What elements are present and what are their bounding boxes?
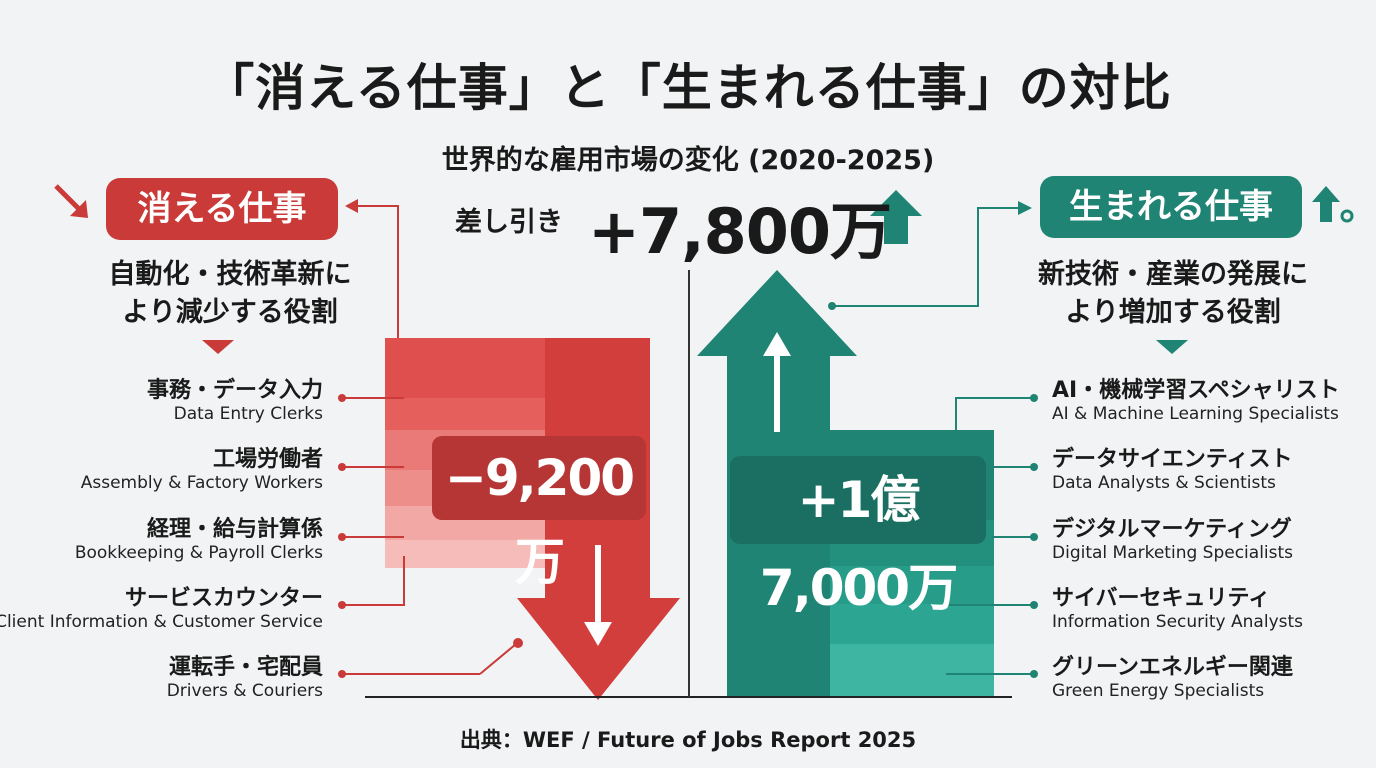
losing-item-en: Client Information & Customer Service [0, 612, 323, 632]
lose-heading-connector-head [345, 199, 358, 213]
growing-segment [830, 604, 994, 644]
losing-item-jp: 運転手・宅配員 [168, 655, 323, 680]
losing-segment [385, 540, 545, 568]
growing-description-line: より増加する役割 [1065, 297, 1281, 328]
losing-item: 工場労働者 Assembly & Factory Workers [81, 441, 323, 493]
growing-item: グリーンエネルギー関連 Green Energy Specialists [1052, 649, 1293, 701]
net-up-arrow-icon [870, 190, 922, 244]
losing-item: 経理・給与計算係 Bookkeeping & Payroll Clerks [75, 511, 323, 563]
growing-item: AI・機械学習スペシャリスト AI & Machine Learning Spe… [1052, 372, 1340, 424]
losing-item: サービスカウンター Client Information & Customer … [0, 580, 323, 632]
growing-item-en: Digital Marketing Specialists [1052, 543, 1294, 563]
losing-item-jp: サービスカウンター [124, 586, 323, 611]
gain-heading-connector-head [1018, 201, 1032, 215]
growing-item-jp: サイバーセキュリティ [1052, 586, 1271, 611]
page-title: 「消える仕事」と「生まれる仕事」の対比 [204, 59, 1172, 117]
net-value: +7,800万 [588, 195, 892, 268]
growing-total-label: +1億7,000万 [730, 456, 986, 617]
growing-item-jp: AI・機械学習スペシャリスト [1052, 378, 1340, 403]
losing-item: 事務・データ入力 Data Entry Clerks [147, 372, 323, 424]
losing-item-jp: 工場労働者 [212, 447, 323, 472]
left-leaders [338, 394, 523, 678]
losing-description: 自動化・技術革新に より減少する役割 [60, 256, 400, 332]
source-note: 出典：WEF / Future of Jobs Report 2025 [459, 728, 917, 752]
up-growth-icon [1312, 186, 1354, 223]
net-label: 差し引き [455, 207, 563, 238]
losing-item-en: Assembly & Factory Workers [80, 473, 323, 493]
losing-segment [385, 398, 545, 430]
losing-description-line: 自動化・技術革新に [108, 259, 352, 290]
down-arrow-inner-head [584, 622, 612, 646]
subtitle: 世界的な雇用市場の変化 (2020-2025) [441, 145, 935, 176]
growing-heading: 生まれる仕事 [1040, 176, 1302, 238]
losing-item-en: Bookkeeping & Payroll Clerks [74, 543, 323, 563]
losing-item-en: Data Entry Clerks [173, 404, 323, 424]
growing-description-line: 新技術・産業の発展に [1038, 259, 1308, 290]
lose-heading-connector [358, 205, 399, 338]
up-arrow-inner-head [763, 332, 791, 356]
losing-item-jp: 事務・データ入力 [146, 378, 323, 403]
losing-description-line: より減少する役割 [122, 297, 338, 328]
growing-item-en: Data Analysts & Scientists [1052, 473, 1276, 493]
losing-total-label: −9,200万 [432, 436, 646, 591]
losing-item: 運転手・宅配員 Drivers & Couriers [167, 649, 323, 701]
losing-item-jp: 経理・給与計算係 [146, 517, 323, 542]
down-trend-icon [54, 184, 88, 218]
growing-description: 新技術・産業の発展に より増加する役割 [1008, 256, 1338, 332]
gain-heading-connector [832, 207, 1020, 307]
growing-item: データサイエンティスト Data Analysts & Scientists [1052, 441, 1292, 493]
losing-heading: 消える仕事 [106, 178, 338, 240]
right-leaders [946, 394, 1038, 678]
growing-item-jp: データサイエンティスト [1052, 447, 1293, 472]
losing-item-en: Drivers & Couriers [166, 681, 323, 701]
gain-desc-chevron-icon [1156, 340, 1188, 354]
growing-item: サイバーセキュリティ Information Security Analysts [1052, 580, 1303, 632]
losing-segment [385, 338, 545, 398]
growing-item-en: AI & Machine Learning Specialists [1052, 404, 1339, 424]
growing-item-en: Green Energy Specialists [1052, 681, 1265, 701]
growing-item: デジタルマーケティング Digital Marketing Specialist… [1052, 511, 1293, 563]
lose-desc-chevron-icon [202, 340, 234, 354]
growing-item-jp: グリーンエネルギー関連 [1052, 655, 1293, 680]
growing-item-jp: デジタルマーケティング [1052, 517, 1292, 542]
growing-item-en: Information Security Analysts [1052, 612, 1304, 632]
growing-segment [830, 566, 994, 604]
gain-heading-connector-dot [828, 302, 836, 310]
growing-segment [830, 644, 994, 697]
